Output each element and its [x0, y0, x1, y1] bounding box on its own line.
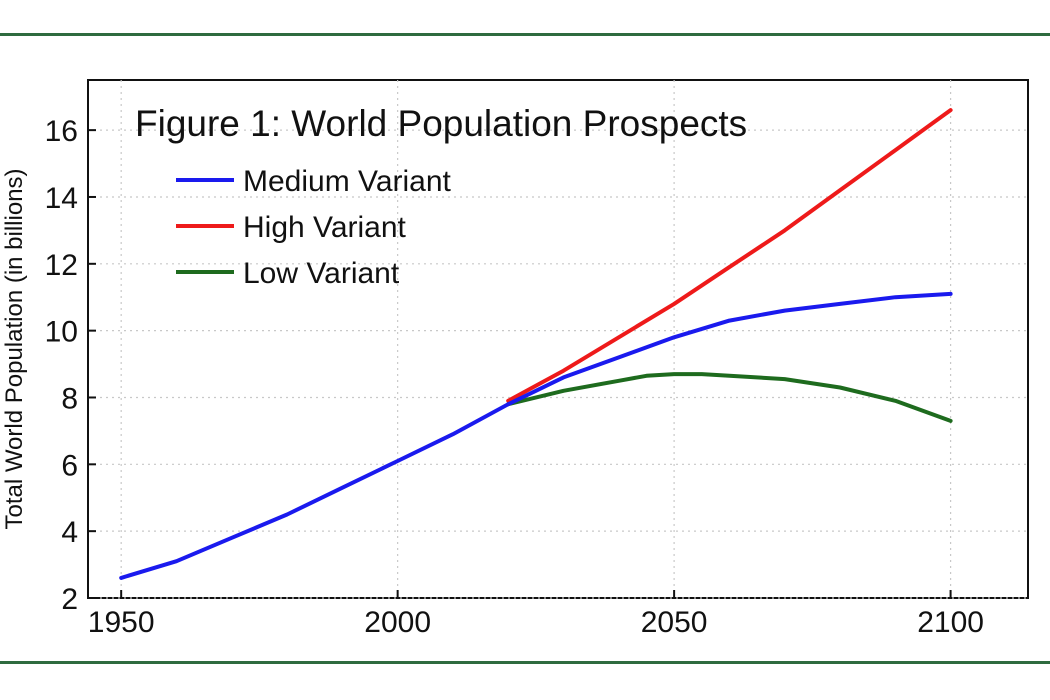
x-tick-label-2000: 2000: [364, 606, 431, 639]
legend-label-high: High Variant: [243, 211, 407, 244]
y-tick-label-8: 8: [61, 382, 78, 415]
y-tick-label-16: 16: [45, 115, 78, 148]
x-tick-label-1950: 1950: [88, 606, 155, 639]
legend-label-low: Low Variant: [243, 257, 400, 290]
x-tick-label-2100: 2100: [917, 606, 984, 639]
series-line-high: [506, 108, 953, 403]
x-tick-label-2050: 2050: [641, 606, 708, 639]
series-lines: [119, 108, 953, 580]
series-line-medium: [119, 291, 953, 580]
axis-ticks: 2 4 6 8 10 12 14 16 1950 2000 2050 2100: [45, 115, 984, 639]
top-frame-rule: [0, 33, 1050, 36]
chart-title: Figure 1: World Population Prospects: [135, 103, 747, 144]
bottom-frame-rule: [0, 661, 1050, 664]
y-tick-label-2: 2: [61, 583, 78, 616]
legend-label-medium: Medium Variant: [243, 165, 452, 198]
y-tick-label-12: 12: [45, 249, 78, 282]
series-line-low: [506, 372, 953, 423]
legend: Medium Variant High Variant Low Variant: [176, 165, 452, 290]
y-tick-label-10: 10: [45, 316, 78, 349]
y-tick-label-6: 6: [61, 449, 78, 482]
y-tick-label-4: 4: [61, 516, 78, 549]
y-tick-label-14: 14: [45, 182, 78, 215]
y-axis-label: Total World Population (in billions): [1, 168, 28, 529]
